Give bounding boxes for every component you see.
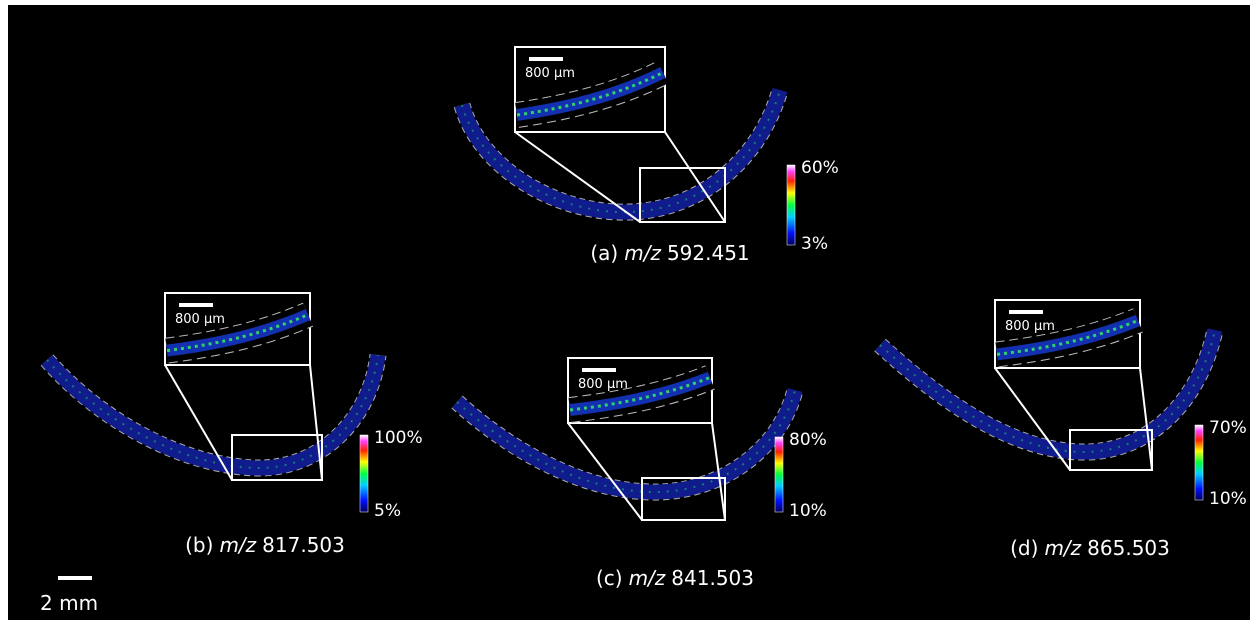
colorbar [787,165,795,245]
inset-scale-label: 800 µm [1005,319,1055,334]
inset-scale-label: 800 µm [525,66,575,81]
figure: 2 mm 800 µm60%3%(a)m/z592.451800 µm100%5… [0,0,1258,628]
colorbar-max: 60% [801,158,839,178]
caption-letter: (b) [185,533,213,557]
caption-mz-label: m/z [1044,536,1081,560]
caption-mz: 865.503 [1087,536,1170,560]
colorbar-min: 5% [374,501,401,521]
caption-mz: 841.503 [671,566,754,590]
caption-letter: (a) [590,241,618,265]
caption-mz: 592.451 [667,241,750,265]
colorbar [360,435,368,512]
colorbar-min: 10% [1209,489,1247,509]
colorbar-min: 3% [801,234,828,254]
inset-scale-label: 800 µm [175,312,225,327]
colorbar-max: 100% [374,428,423,448]
colorbar-max: 70% [1209,418,1247,438]
colorbar-min: 10% [789,501,827,521]
page: {"panels": [ {"letter": "(a)", "mz_label… [0,0,1258,628]
caption-letter: (d) [1010,536,1038,560]
scale-bar-label: 2 mm [40,591,98,615]
colorbar [775,437,783,512]
caption-mz-label: m/z [629,566,666,590]
caption-mz-label: m/z [219,533,256,557]
caption-mz: 817.503 [262,533,345,557]
colorbar [1195,425,1203,500]
caption-mz-label: m/z [624,241,661,265]
caption-letter: (c) [596,566,623,590]
colorbar-max: 80% [789,430,827,450]
inset-scale-label: 800 µm [578,377,628,392]
